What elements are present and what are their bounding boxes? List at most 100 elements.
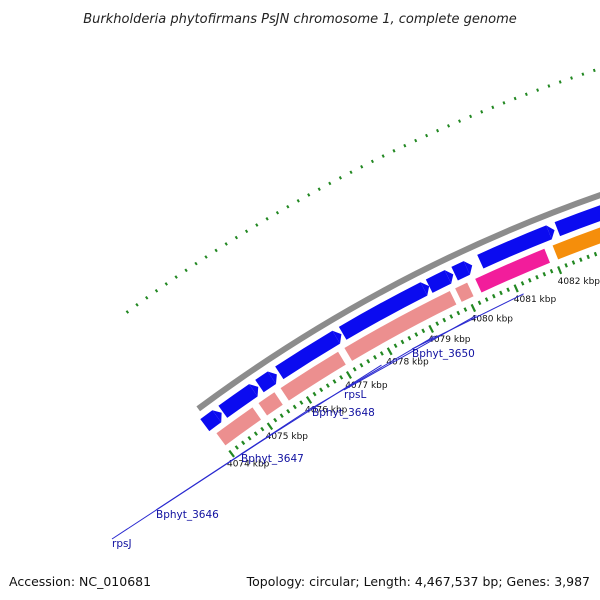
tick-mark xyxy=(279,413,284,418)
forward-gene-g xyxy=(451,261,470,281)
gene-label: Bphyt_3647 xyxy=(241,453,304,465)
tick-mark xyxy=(305,396,313,404)
tick-label: 4082 kbp xyxy=(558,277,600,287)
reverse-gene-e xyxy=(455,282,474,302)
tick-mark xyxy=(299,400,304,405)
tick-mark xyxy=(506,287,510,292)
tick-mark xyxy=(549,268,554,274)
reverse-gene-c xyxy=(280,351,346,401)
tick-mark xyxy=(400,339,405,345)
tick-mark xyxy=(352,366,357,372)
tick-mark xyxy=(273,417,278,423)
tick-marks xyxy=(228,251,598,458)
accession-text: Accession: NC_010681 xyxy=(9,574,151,589)
tick-label: 4080 kbp xyxy=(471,314,514,324)
tick-labels: 4074 kbp 4075 kbp 4076 kbp 4077 kbp 4078 kbp… xyxy=(227,277,600,469)
tick-label: 4077 kbp xyxy=(345,381,388,391)
tick-mark xyxy=(484,297,489,302)
tick-label: 4081 kbp xyxy=(514,295,557,305)
tick-mark xyxy=(579,257,583,262)
tick-mark xyxy=(247,435,252,441)
forward-gene-h-arrowhead xyxy=(546,225,555,240)
tick-mark xyxy=(366,358,371,364)
forward-gene-h xyxy=(477,225,552,269)
tick-mark xyxy=(428,324,434,334)
tick-mark xyxy=(542,271,547,277)
gene-label: Bphyt_3650 xyxy=(412,348,475,360)
forward-gene-b xyxy=(218,384,258,418)
genome-tracks xyxy=(125,67,600,446)
gene-label: rpsJ xyxy=(112,538,132,550)
tick-mark xyxy=(234,445,239,450)
gene-labels: rpsJ Bphyt_3646 Bphyt_3647 Bphyt_3648 rpsL Bp… xyxy=(111,293,524,550)
reverse-gene-a xyxy=(216,407,262,446)
forward-gene-a-arrowhead xyxy=(212,410,222,423)
tick-mark xyxy=(332,379,337,384)
forward-gene-f xyxy=(425,270,452,293)
gene-label-leader xyxy=(411,293,524,350)
tick-mark xyxy=(359,362,364,368)
tick-mark xyxy=(557,266,563,275)
tick-mark xyxy=(456,310,461,316)
tick-mark xyxy=(470,303,477,313)
tick-mark xyxy=(520,281,525,286)
forward-gene-d-arrowhead xyxy=(332,330,342,344)
tick-mark xyxy=(527,278,532,283)
tick-mark xyxy=(586,254,590,260)
gene-label: Bphyt_3648 xyxy=(312,407,375,419)
tick-mark xyxy=(463,307,468,312)
tick-mark xyxy=(286,409,291,414)
gene-label-leader xyxy=(240,364,382,455)
magenta-gene xyxy=(475,248,550,293)
tick-mark xyxy=(513,284,519,293)
tick-mark xyxy=(266,422,274,431)
tick-mark xyxy=(241,440,246,446)
tick-mark xyxy=(414,332,419,337)
forward-gene-a xyxy=(200,410,222,432)
gene-label: Bphyt_3646 xyxy=(156,509,219,521)
tick-mark xyxy=(499,290,503,296)
tick-label: 4078 kbp xyxy=(386,357,429,367)
forward-gene-g-arrowhead xyxy=(463,261,473,275)
gene-label-leader xyxy=(155,406,314,511)
forward-gene-b-arrowhead xyxy=(249,384,259,397)
tick-mark xyxy=(345,370,352,379)
map-title: Burkholderia phytofirmans PsJN chromosom… xyxy=(83,12,517,27)
tick-mark xyxy=(593,251,598,257)
tick-mark xyxy=(379,351,384,356)
tick-mark xyxy=(491,293,496,299)
reverse-gene-d xyxy=(344,291,457,361)
tick-mark xyxy=(312,391,317,397)
forward-gene-e-arrowhead xyxy=(420,282,430,296)
backbone-track xyxy=(196,192,600,412)
tick-mark xyxy=(292,404,297,410)
tick-mark xyxy=(535,274,539,280)
tick-mark xyxy=(325,383,330,388)
tick-mark xyxy=(564,263,568,268)
tick-mark xyxy=(435,321,440,326)
outer-tick-ring xyxy=(125,67,600,314)
tick-mark xyxy=(260,426,265,432)
tick-mark xyxy=(421,328,426,334)
orange-gene xyxy=(552,227,600,260)
tick-label: 4074 kbp xyxy=(227,459,270,469)
forward-gene-d xyxy=(275,330,341,380)
tick-mark xyxy=(393,343,398,349)
tick-mark xyxy=(407,335,412,341)
tick-mark xyxy=(386,347,393,356)
tick-label: 4075 kbp xyxy=(266,432,309,442)
tick-mark xyxy=(253,431,258,436)
reverse-gene-b xyxy=(258,392,283,416)
forward-gene-c-arrowhead xyxy=(267,371,277,384)
tick-mark xyxy=(373,355,377,360)
forward-gene-c xyxy=(255,371,276,393)
tick-mark xyxy=(442,317,447,323)
tick-mark xyxy=(319,387,324,393)
gene-label: rpsL xyxy=(344,389,366,401)
forward-gene-i xyxy=(554,205,600,237)
tick-label: 4079 kbp xyxy=(428,335,471,345)
tick-mark xyxy=(477,300,482,306)
genome-summary-text: Topology: circular; Length: 4,467,537 bp… xyxy=(246,574,590,589)
tick-mark xyxy=(228,449,235,458)
